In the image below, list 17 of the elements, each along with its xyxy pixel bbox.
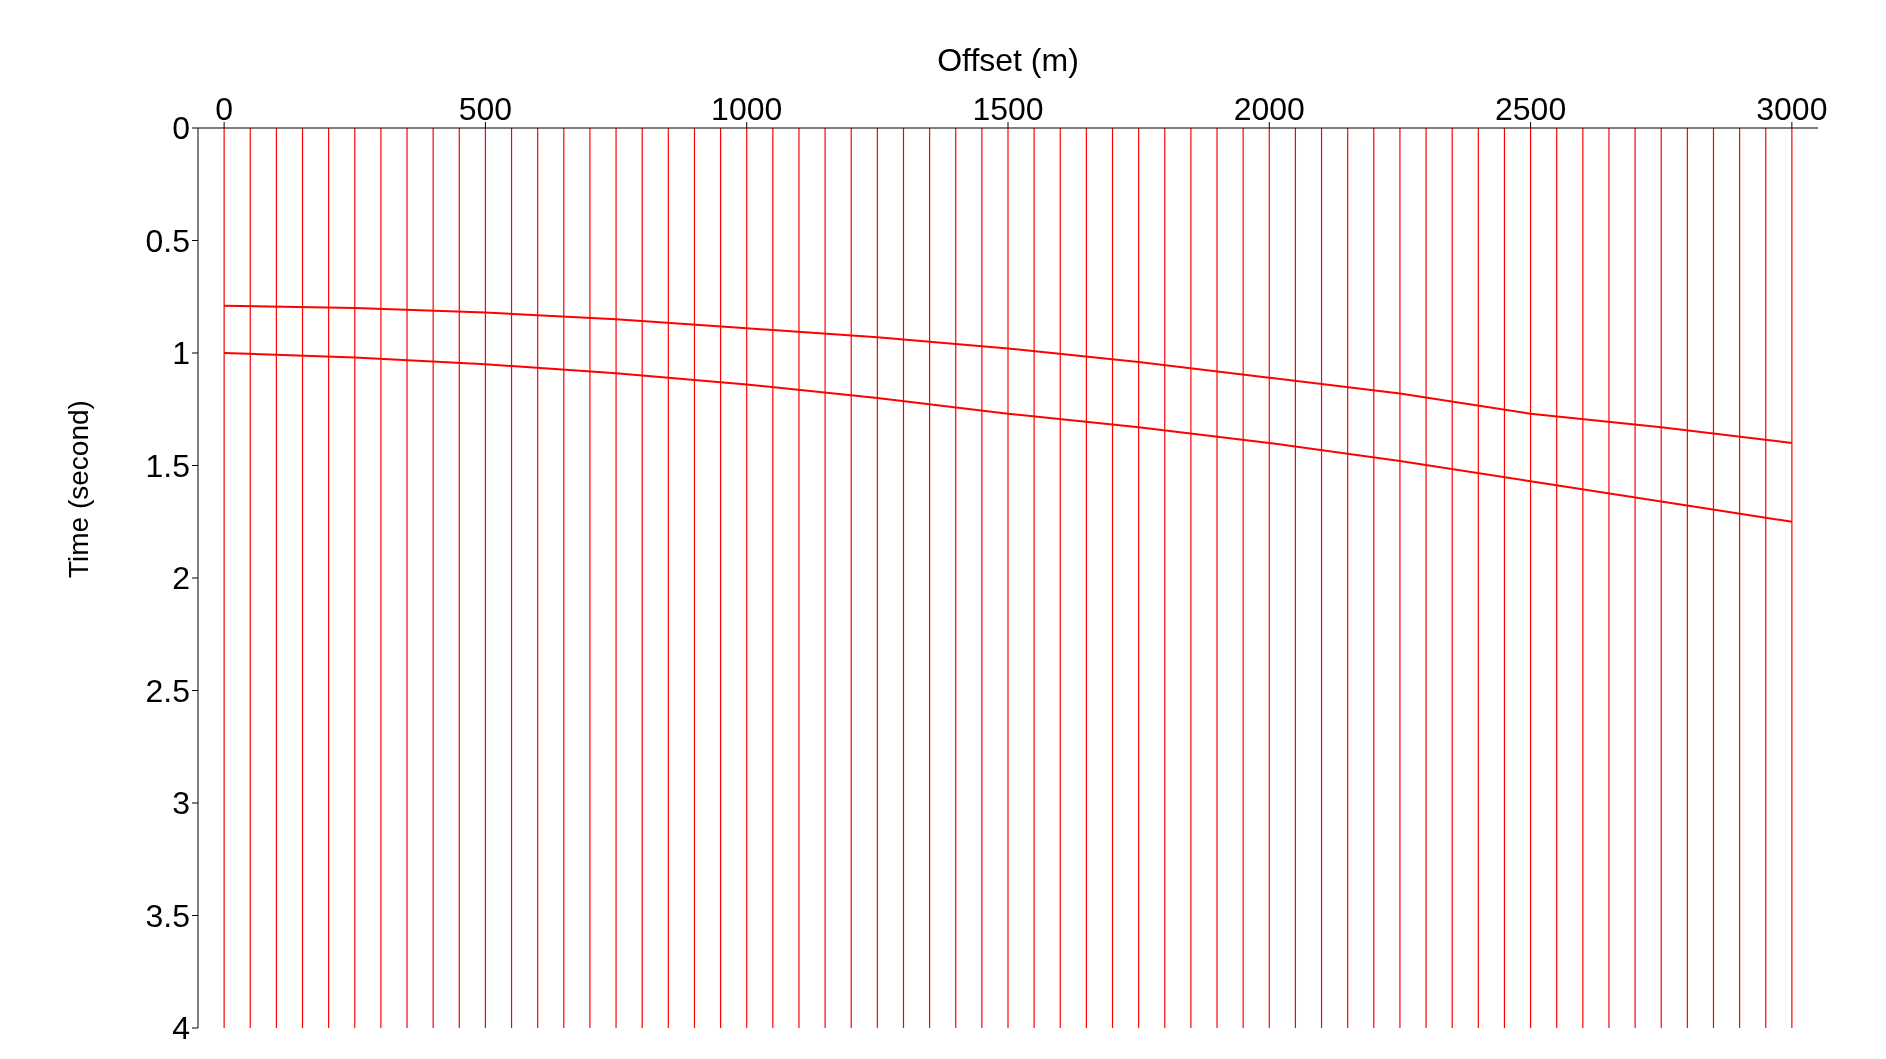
x-tick-label: 2000 xyxy=(1233,91,1305,127)
x-tick-label: 1000 xyxy=(711,91,783,127)
x-tick-label: 2500 xyxy=(1494,91,1567,127)
y-tick-label: 1 xyxy=(172,335,190,372)
x-tick-label: 3000 xyxy=(1756,91,1828,127)
y-tick-label: 2 xyxy=(172,560,190,597)
x-tick-label: 500 xyxy=(458,91,513,127)
y-tick-label: 4 xyxy=(172,1010,190,1047)
y-tick-label: 3.5 xyxy=(145,897,190,934)
x-axis-title: Offset (m) xyxy=(937,41,1079,78)
y-tick-label: 3 xyxy=(172,785,190,822)
y-tick-label: 2.5 xyxy=(145,672,190,709)
y-axis-title: Time (second) xyxy=(62,400,94,578)
x-tick-label: 1500 xyxy=(972,91,1044,127)
y-tick-label: 1.5 xyxy=(145,447,190,484)
x-tick-label: 0 xyxy=(215,91,234,127)
y-tick-label: 0.5 xyxy=(145,222,190,259)
